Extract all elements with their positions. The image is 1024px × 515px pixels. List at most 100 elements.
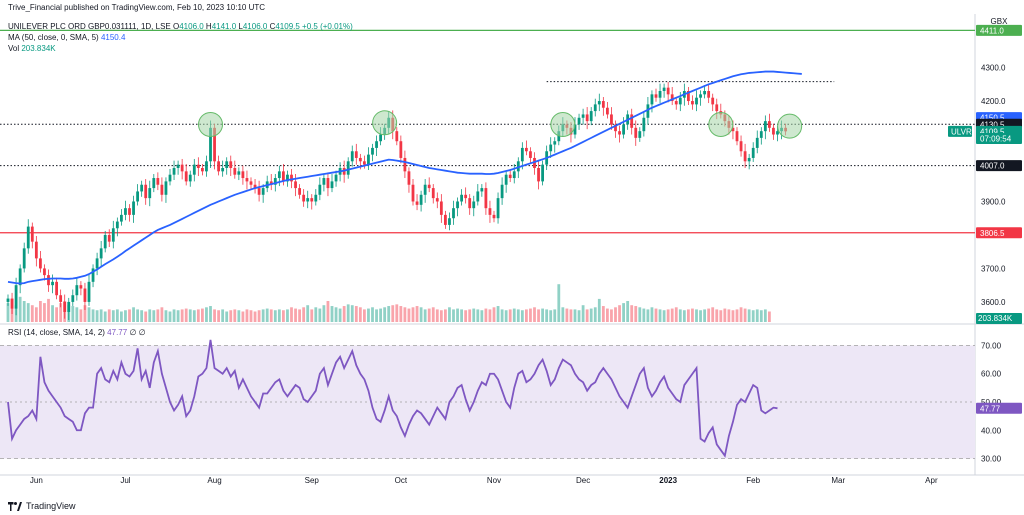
candle-body — [47, 275, 50, 286]
candle-body — [282, 171, 285, 182]
candle-body — [739, 141, 743, 152]
candle-body — [43, 268, 46, 276]
volume-bar — [423, 309, 427, 322]
candle-body — [589, 111, 593, 122]
candle-body — [87, 281, 91, 302]
volume-bar — [290, 307, 293, 322]
price-tag-label: 07:09:54 — [980, 135, 1012, 144]
candle-body — [140, 184, 144, 192]
volume-bar — [217, 310, 220, 322]
volume-bar — [759, 310, 763, 322]
price-tag-label: 4150.5 — [980, 114, 1005, 123]
volume-bar — [47, 298, 50, 322]
candle-body — [156, 178, 160, 185]
volume-bar — [75, 307, 79, 322]
volume-bar — [383, 307, 387, 322]
candle-body — [367, 154, 370, 165]
volume-tag-label: 203.834K — [978, 314, 1013, 323]
candle-body — [492, 214, 496, 219]
volume-bar — [144, 311, 148, 322]
candle-series — [6, 81, 787, 320]
volume-bar — [241, 311, 245, 322]
published-line: Trive_Financial published on TradingView… — [8, 3, 266, 12]
volume-bar — [39, 301, 42, 322]
candle-body — [306, 198, 310, 202]
candle-body — [79, 285, 83, 289]
candle-body — [606, 107, 609, 115]
symbol-name[interactable]: UNILEVER PLC ORD GBP0.031111, 1D, LSE — [8, 22, 171, 31]
volume-bar — [111, 310, 115, 322]
candle-body — [225, 161, 229, 168]
volume-legend[interactable]: Vol 203.834K — [8, 44, 56, 53]
highlight-circle — [777, 113, 803, 139]
symbol-tag-label: ULVR — [951, 127, 972, 136]
candle-body — [435, 198, 439, 202]
volume-bar — [618, 305, 621, 322]
candle-body — [350, 151, 354, 162]
volume-bar — [205, 307, 208, 322]
volume-bar — [711, 307, 715, 322]
volume-bar — [140, 310, 144, 322]
volume-bar — [739, 307, 743, 322]
candle-body — [411, 184, 415, 202]
candle-body — [67, 301, 71, 312]
candle-body — [257, 188, 261, 195]
volume-bar — [553, 309, 557, 322]
price-tag-label: 4130.5 — [980, 120, 1005, 129]
candle-body — [654, 94, 658, 98]
rsi-legend[interactable]: RSI (14, close, SMA, 14, 2) 47.77 ∅ ∅ — [8, 328, 146, 337]
volume-bar — [525, 309, 528, 322]
candle-body — [310, 198, 314, 202]
volume-bar — [601, 306, 605, 322]
volume-bar — [83, 305, 87, 322]
volume-bar — [743, 308, 747, 322]
volume-bar — [269, 309, 273, 322]
candle-body — [593, 104, 597, 112]
volume-bar — [674, 307, 678, 322]
volume-bar — [249, 310, 253, 322]
volume-bar — [286, 309, 289, 322]
volume-bar — [415, 306, 419, 322]
volume-bar — [91, 309, 95, 322]
volume-bar — [650, 307, 654, 322]
candle-body — [249, 181, 253, 185]
candle-body — [172, 168, 176, 175]
volume-bar — [282, 310, 285, 322]
ma-legend[interactable]: MA (50, close, 0, SMA, 5) 4150.4 — [8, 33, 125, 42]
highlight-circle — [708, 111, 734, 137]
volume-bar — [196, 309, 200, 322]
volume-bar — [30, 305, 34, 322]
volume-bar — [229, 310, 233, 322]
candle-body — [229, 161, 233, 168]
candle-body — [419, 194, 423, 205]
volume-bar — [658, 309, 662, 322]
candle-body — [55, 281, 58, 296]
candle-body — [14, 285, 18, 309]
candle-body — [205, 161, 208, 172]
candle-body — [18, 268, 22, 286]
volume-bar — [354, 306, 358, 322]
candle-body — [508, 174, 512, 179]
candle-body — [646, 104, 650, 118]
volume-bar — [233, 309, 237, 322]
volume-bar — [107, 309, 111, 322]
candle-body — [662, 87, 666, 91]
volume-bar — [318, 308, 322, 322]
volume-bar — [593, 307, 597, 322]
candle-body — [768, 121, 771, 128]
price-tick-label: 4300.0 — [981, 64, 1006, 73]
footer-brand[interactable]: TradingView — [8, 501, 76, 511]
volume-bar — [638, 307, 642, 322]
volume-bar — [755, 309, 759, 322]
volume-bar — [484, 308, 488, 322]
candle-body — [245, 178, 249, 182]
candle-body — [71, 295, 75, 302]
candle-body — [277, 171, 281, 179]
highlight-circle — [198, 111, 223, 137]
candle-body — [484, 188, 488, 209]
volume-bar — [164, 310, 168, 322]
candle-body — [500, 184, 504, 199]
candle-body — [111, 228, 115, 242]
time-axis-label: Nov — [487, 476, 501, 485]
